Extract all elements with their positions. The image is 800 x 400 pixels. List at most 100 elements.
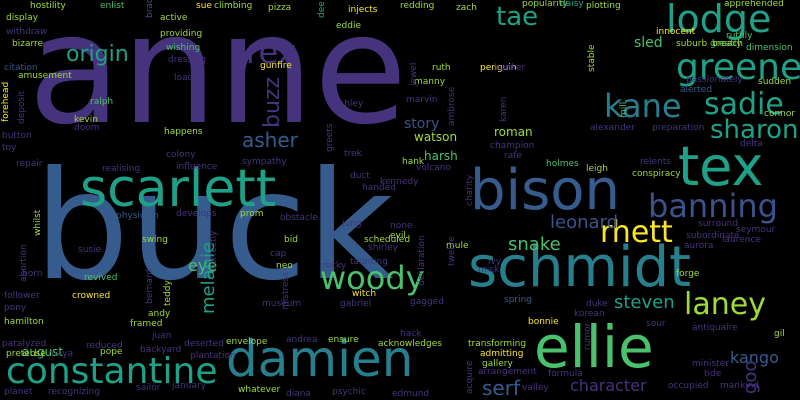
word: pony bbox=[4, 303, 27, 313]
word: woody bbox=[320, 259, 425, 297]
word: rhett bbox=[600, 215, 673, 250]
word: spring bbox=[504, 295, 533, 305]
word: deposit bbox=[17, 90, 27, 124]
word: gil bbox=[774, 329, 785, 339]
word: passionately bbox=[686, 75, 743, 85]
word: psychic bbox=[332, 387, 366, 397]
word: climbing bbox=[214, 1, 253, 11]
word: tae bbox=[496, 2, 539, 32]
word: sled bbox=[634, 35, 663, 51]
word: teddy bbox=[163, 280, 173, 306]
word: rex bbox=[246, 33, 297, 71]
word: mankind bbox=[720, 381, 760, 391]
word: ambrose bbox=[447, 86, 457, 126]
word: leigh bbox=[586, 164, 608, 174]
word: ashley bbox=[334, 99, 364, 109]
word: sudden bbox=[758, 77, 792, 87]
word: admitting bbox=[480, 349, 524, 359]
word: stable bbox=[587, 44, 597, 72]
word: kennedy bbox=[380, 177, 419, 187]
word: button bbox=[2, 131, 32, 141]
word: susie bbox=[78, 245, 102, 255]
word: repair bbox=[16, 159, 43, 169]
word: correctly bbox=[209, 230, 219, 270]
word: kango bbox=[730, 348, 779, 367]
word: dimension bbox=[746, 43, 793, 53]
word: relents bbox=[640, 157, 671, 167]
word: diana bbox=[286, 389, 311, 399]
word: transforming bbox=[468, 339, 527, 349]
word: swing bbox=[142, 235, 168, 245]
word: damien bbox=[226, 330, 414, 388]
word: museum bbox=[262, 299, 302, 309]
word: sue bbox=[196, 1, 212, 11]
word: gabriel bbox=[340, 299, 372, 309]
word: bison bbox=[470, 158, 621, 223]
word: conspiracy bbox=[632, 169, 681, 179]
word: prom bbox=[240, 209, 264, 219]
word: serf bbox=[482, 376, 520, 400]
word: realising bbox=[102, 164, 141, 174]
word: lodge bbox=[666, 0, 772, 41]
word: trek bbox=[344, 149, 362, 159]
word: acquire bbox=[465, 360, 475, 394]
word: constantine bbox=[6, 351, 218, 392]
word: bid bbox=[284, 235, 298, 245]
word: volcano bbox=[416, 163, 452, 173]
word: sailor bbox=[136, 383, 161, 393]
word: arrangement bbox=[478, 367, 537, 377]
word: bonnie bbox=[528, 317, 559, 327]
word: story bbox=[404, 116, 440, 132]
word: mill bbox=[619, 101, 629, 118]
word: gunfire bbox=[260, 61, 292, 71]
word: asher bbox=[242, 128, 298, 152]
word: hank bbox=[402, 157, 425, 167]
word: injects bbox=[348, 5, 378, 15]
word: buck bbox=[34, 140, 394, 314]
word: valley bbox=[522, 383, 549, 393]
word: bernard bbox=[145, 268, 155, 304]
word: august bbox=[22, 345, 64, 359]
word: handed bbox=[362, 183, 396, 193]
word: ellie bbox=[534, 313, 654, 381]
word: alexander bbox=[590, 123, 635, 133]
word: twelve bbox=[447, 236, 457, 266]
word: bizarre bbox=[12, 39, 44, 49]
word: aurora bbox=[684, 241, 714, 251]
word: edmund bbox=[392, 389, 430, 399]
word: ensure bbox=[328, 335, 359, 345]
word: tex bbox=[678, 135, 764, 198]
word: antiquaire bbox=[692, 323, 738, 333]
word: sharon bbox=[710, 115, 799, 145]
word: pope bbox=[100, 347, 123, 357]
word: alerted bbox=[680, 85, 713, 95]
word: misk bbox=[478, 265, 500, 275]
word: anne bbox=[28, 0, 408, 158]
word: ivy bbox=[488, 257, 502, 267]
word: wishing bbox=[166, 43, 201, 53]
word: none bbox=[390, 221, 413, 231]
word: schmidt bbox=[468, 235, 692, 300]
word: forehead bbox=[1, 81, 11, 122]
word: follower bbox=[4, 291, 40, 301]
word: eye bbox=[188, 256, 218, 275]
word: tide bbox=[704, 369, 722, 379]
word: karen bbox=[499, 96, 509, 122]
word: envelope bbox=[226, 337, 268, 347]
word: daisy bbox=[560, 0, 584, 9]
word: leonard bbox=[550, 212, 619, 233]
word: taunting bbox=[350, 257, 388, 267]
word: colony bbox=[166, 150, 196, 160]
word: seymour bbox=[736, 225, 776, 235]
word: happens bbox=[164, 127, 203, 137]
word: witch bbox=[352, 289, 377, 299]
word: innocent bbox=[656, 27, 696, 37]
word: greene bbox=[676, 47, 800, 88]
word: marvin bbox=[406, 95, 438, 105]
word: mule bbox=[446, 241, 469, 251]
word: whilst bbox=[33, 209, 43, 236]
word: hamilton bbox=[4, 317, 44, 327]
word: scarlett bbox=[80, 159, 277, 219]
word: ralph bbox=[90, 97, 114, 107]
